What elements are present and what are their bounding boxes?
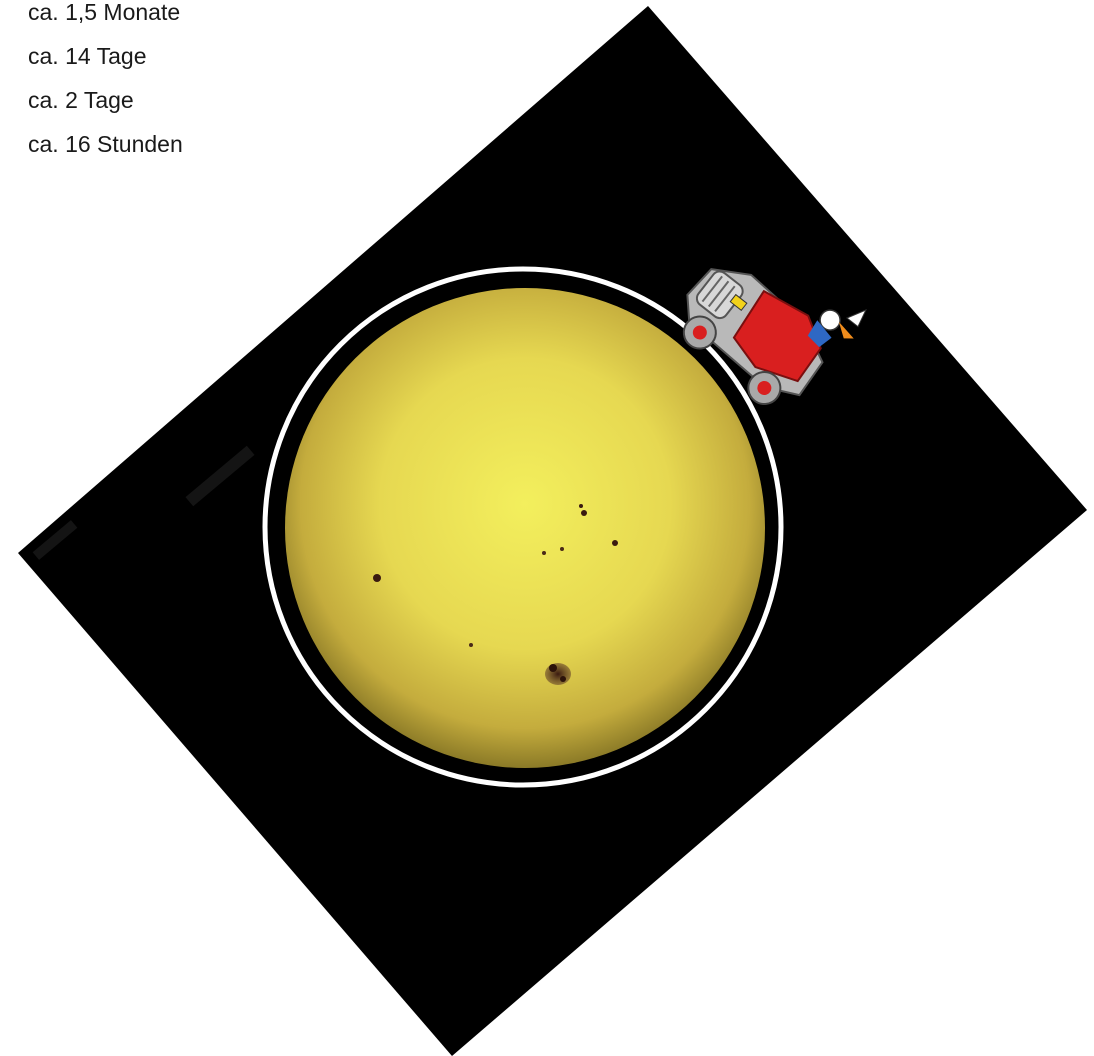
cartoon-car-icon <box>682 268 867 405</box>
orbit-ring <box>262 266 784 788</box>
period-line-3: ca. 2 Tage <box>28 87 134 113</box>
panel-artifacts <box>32 445 255 560</box>
sunspots <box>373 504 618 685</box>
period-line-2: ca. 14 Tage <box>28 43 147 69</box>
sun-disk-icon <box>285 288 765 768</box>
period-line-1: ca. 1,5 Monate <box>28 0 181 25</box>
period-list: ca. 1,5 Monate ca. 14 Tage ca. 2 Tage ca… <box>28 0 183 166</box>
period-line-4: ca. 16 Stunden <box>28 131 183 157</box>
